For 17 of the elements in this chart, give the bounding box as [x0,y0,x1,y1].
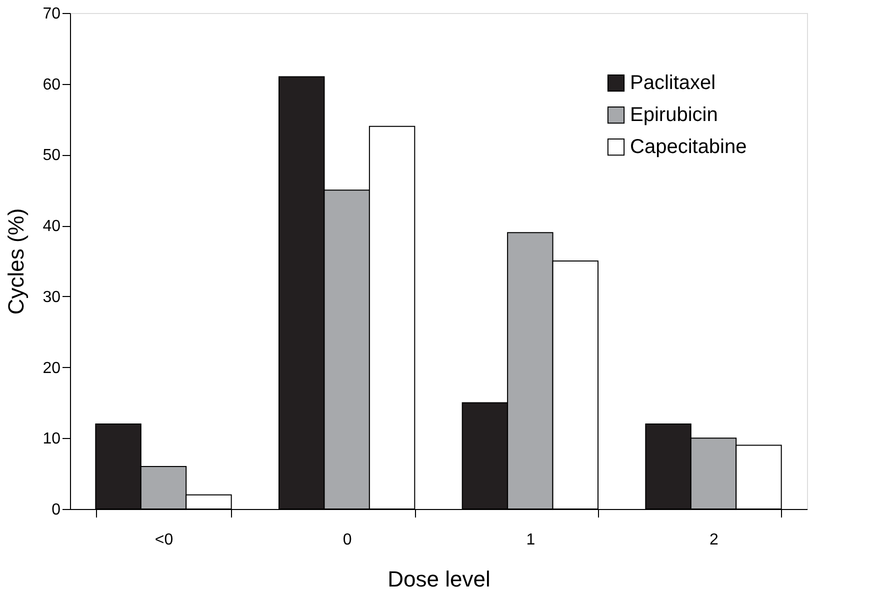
y-tick-label: 30 [42,288,61,306]
legend-label: Paclitaxel [630,72,716,94]
y-tick-label: 60 [42,76,61,94]
y-tick-label: 70 [42,6,61,22]
y-tick-label: 40 [42,218,61,236]
x-tick-label: <0 [154,532,174,548]
legend-label: Epirubicin [630,104,718,126]
x-tick-label: 2 [710,532,719,548]
y-axis-title: Cycles (%) [4,208,29,315]
x-axis-title: Dose level [388,566,490,592]
x-tick-label: 1 [526,532,536,548]
legend-label: Capecitabine [630,136,747,158]
y-tick-label: 50 [42,147,61,164]
x-tick-label: 0 [342,532,352,548]
y-tick-label: 10 [42,430,61,448]
y-tick-label: 20 [42,360,61,377]
y-tick-label: 0 [52,502,61,518]
